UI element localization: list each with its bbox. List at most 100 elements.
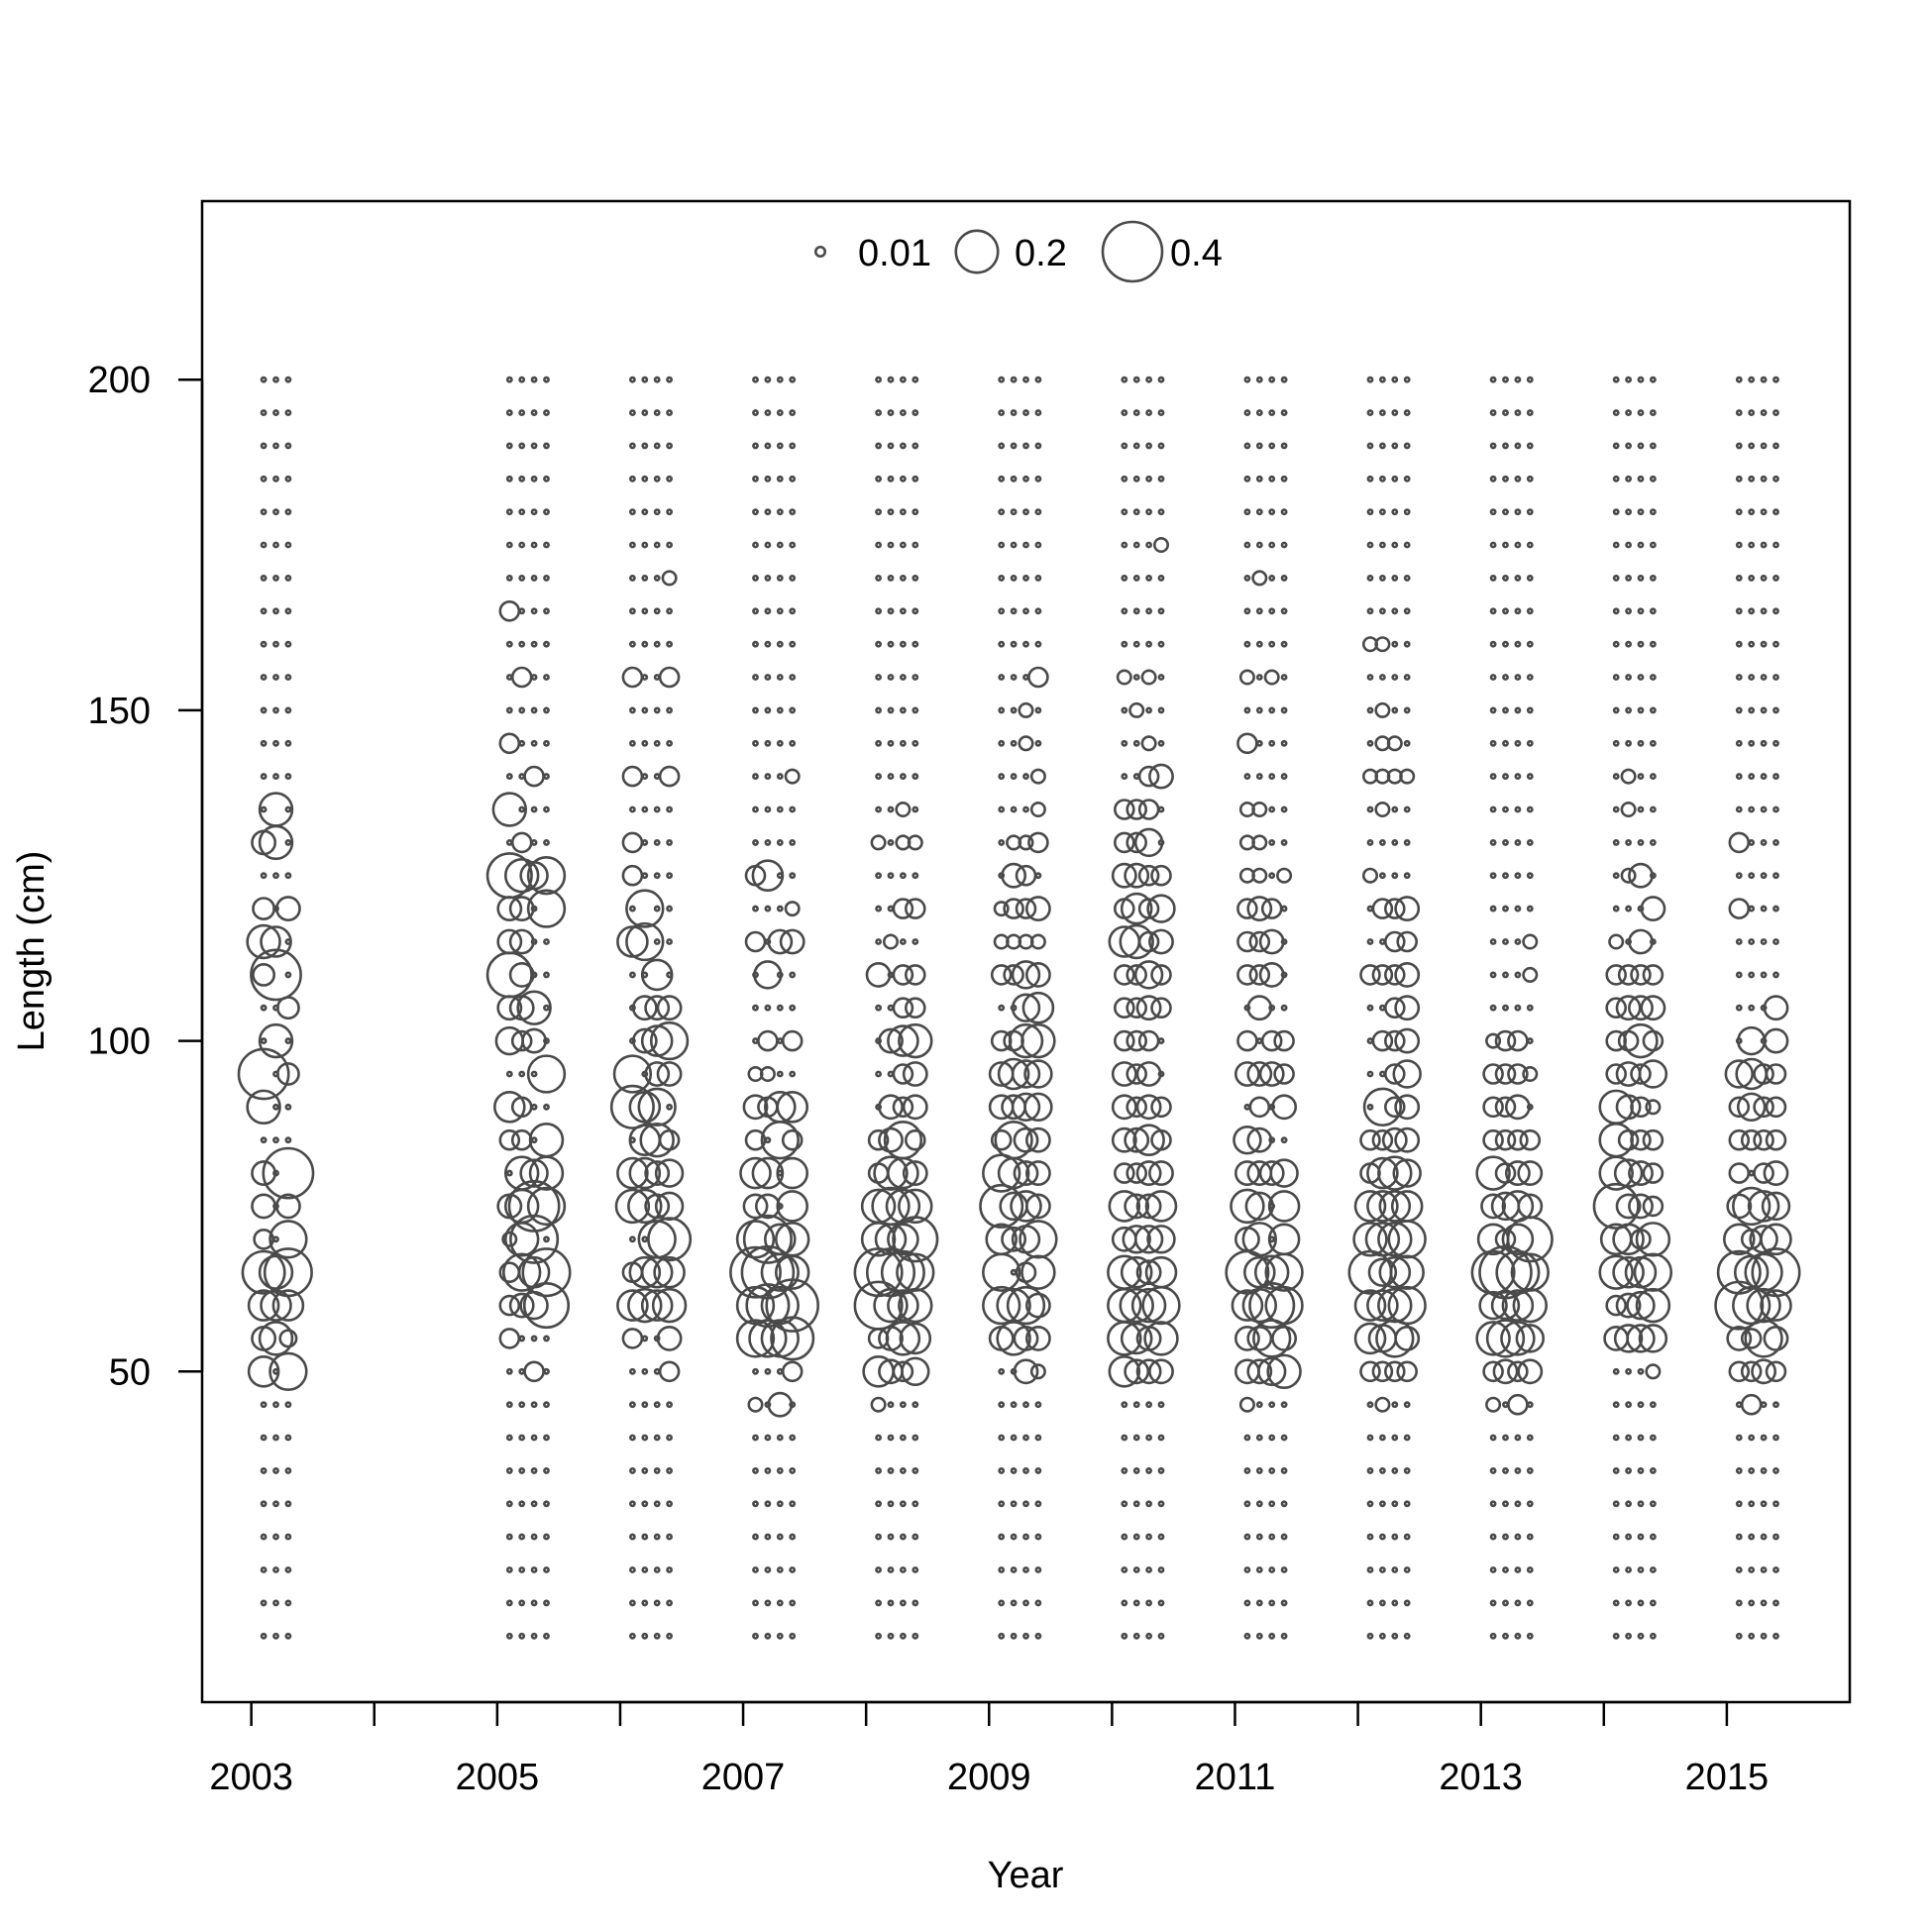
bubble-point [1605,997,1627,1019]
bubble-point [1502,1599,1509,1607]
bubble-point [1760,938,1768,945]
bubble-point [505,475,513,483]
plot-frame [200,199,1852,1704]
bubble-point [1735,938,1743,945]
bubble-point [1018,834,1034,851]
bubble-point [1612,1255,1645,1289]
bubble-point [1748,574,1756,582]
bubble-point [1403,1599,1411,1607]
bubble-point [998,1466,1006,1474]
bubble-point [653,1500,661,1508]
bubble-point [1760,971,1768,979]
bubble-point [776,773,784,781]
bubble-point [1353,1322,1387,1355]
bubble-point [899,640,907,648]
bubble-point [1386,735,1403,752]
bubble-point [1361,867,1379,884]
bubble-point [518,541,526,549]
bubble-point [491,792,528,827]
bubble-point [1489,1566,1497,1573]
bubble-point [1612,872,1620,880]
bubble-point [912,1566,919,1573]
bubble-point [1034,574,1042,582]
bubble-point [1255,1401,1263,1409]
bubble-point [875,938,883,945]
bubble-point [912,938,919,945]
bubble-point [518,640,526,648]
bubble-point [1378,1599,1386,1607]
bubble-point [1394,1027,1421,1054]
bubble-point [1612,640,1620,648]
bubble-point [1268,1599,1276,1607]
bubble-point [1120,892,1153,925]
bubble-point [789,674,797,681]
bubble-point [1145,541,1153,549]
bubble-point [1255,376,1263,383]
bubble-point [1526,475,1534,483]
x-tick-label: 2015 [1685,1757,1770,1798]
bubble-point [614,1188,651,1225]
bubble-point [1502,1004,1509,1012]
bubble-point [653,905,661,912]
bubble-point [1772,905,1779,912]
bubble-point [1271,1094,1298,1121]
bubble-point [1504,1160,1531,1187]
bubble-point [666,1466,674,1474]
bubble-point [1366,1533,1374,1541]
bubble-point [1598,1122,1634,1158]
bubble-point [260,739,268,747]
bubble-point [1403,706,1411,714]
bubble-point [892,964,914,986]
bubble-point [776,838,784,846]
bubble-point [875,1070,883,1078]
bubble-point [1157,1599,1165,1607]
bubble-point [284,1500,292,1508]
bubble-point [1148,763,1174,790]
bubble-point [1135,995,1162,1021]
bubble-point [752,905,759,912]
bubble-point [1517,1358,1544,1385]
bubble-point [1772,706,1779,714]
bubble-point [776,1466,784,1474]
bubble-point [1637,640,1645,648]
bubble-point [1522,933,1539,950]
bubble-point [1371,1360,1394,1383]
y-tick-label: 50 [109,1351,151,1393]
bubble-point [1605,1294,1627,1317]
bubble-point [241,1249,286,1295]
bubble-point [1234,1325,1260,1351]
bubble-point [1615,1292,1642,1319]
bubble-point [1403,409,1411,417]
bubble-point [641,1235,649,1243]
bubble-point [1024,1292,1051,1319]
bubble-point [1024,1193,1051,1220]
bubble-point [1384,898,1406,919]
bubble-point [1625,1632,1633,1640]
bubble-point [1637,1566,1645,1573]
bubble-point [666,1566,674,1573]
bubble-point [1649,1466,1657,1474]
bubble-point [1502,872,1509,880]
bubble-point [871,1186,911,1227]
bubble-point [258,1321,294,1356]
bubble-point [543,971,550,979]
bubble-point [661,570,678,587]
bubble-point [666,376,674,383]
bubble-point [1649,574,1657,582]
bubble-point [1612,574,1620,582]
bubble-point [1391,475,1399,483]
bubble-point [899,1533,907,1541]
bubble-point [1760,1599,1768,1607]
bubble-point [628,607,636,615]
bubble-point [666,1401,674,1409]
bubble-point [641,574,649,582]
bubble-point [1489,905,1497,912]
bubble-point [757,1029,779,1052]
bubble-point [1145,1466,1153,1474]
bubble-point [1514,442,1522,450]
bubble-point [284,674,292,681]
bubble-point [666,1632,674,1640]
bubble-point [1630,1096,1652,1119]
bubble-point [1366,1401,1374,1409]
bubble-point [523,765,545,788]
